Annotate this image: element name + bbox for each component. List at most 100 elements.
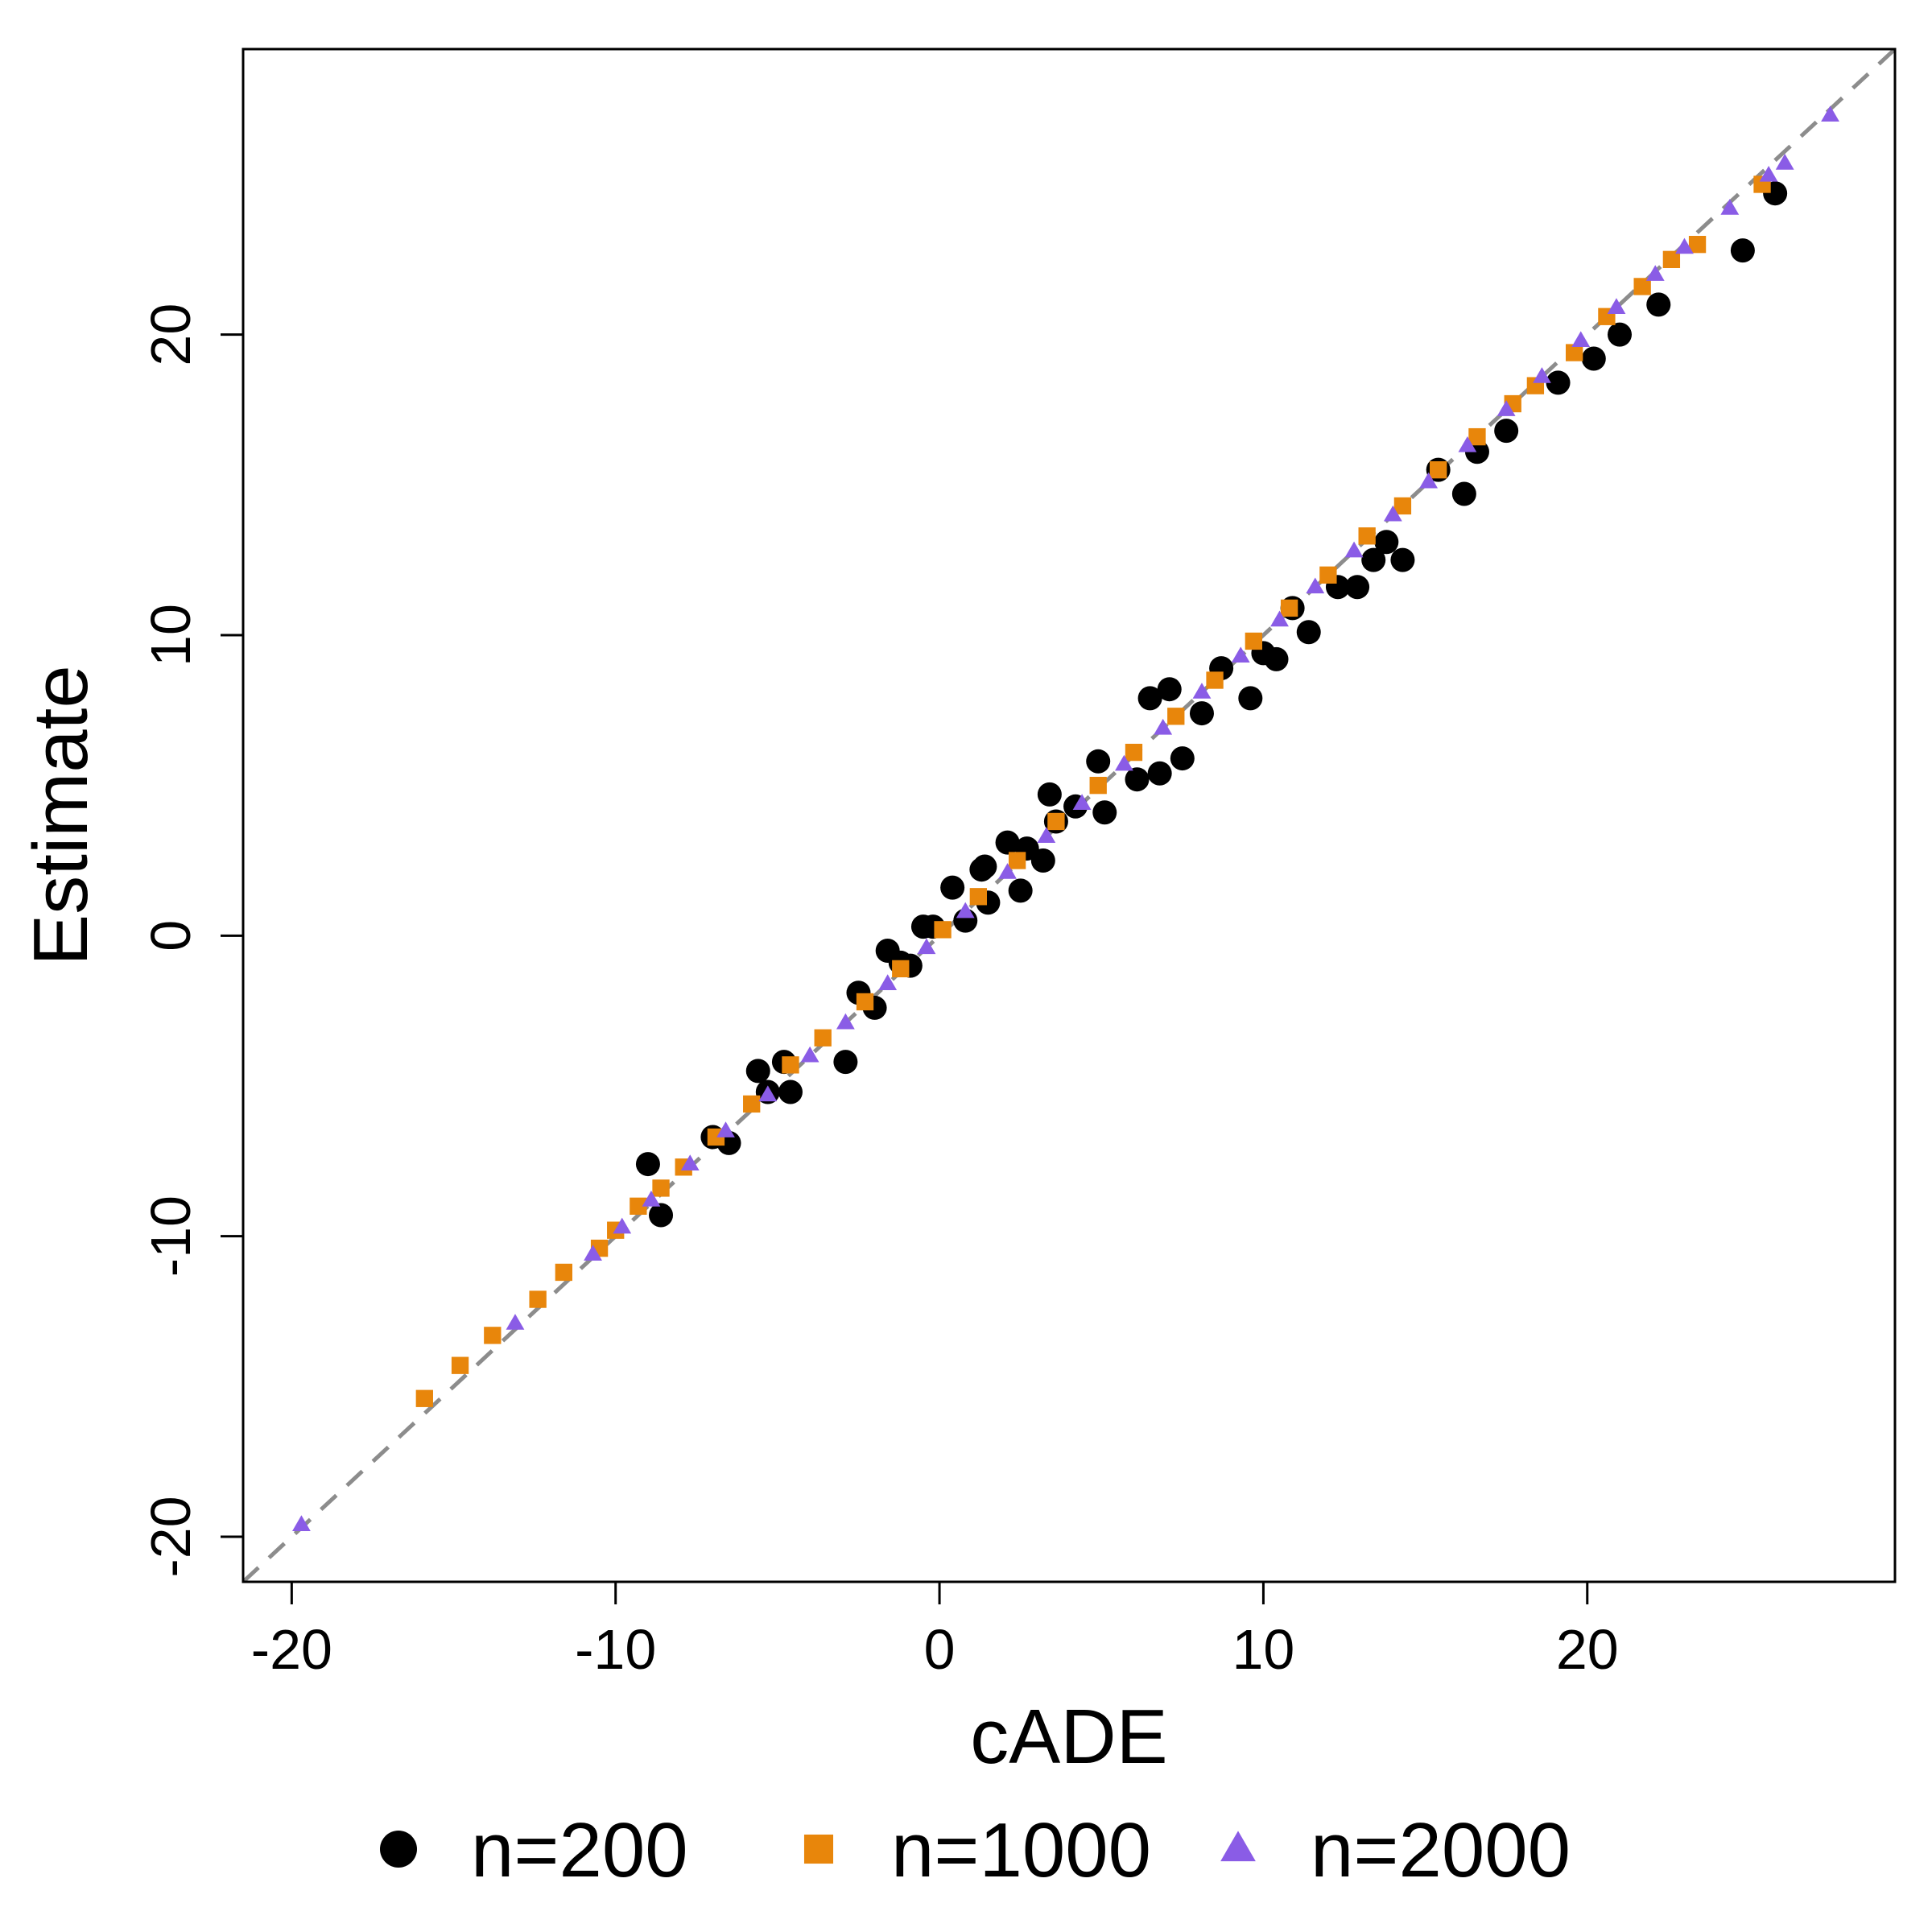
data-point xyxy=(1030,848,1055,873)
data-point xyxy=(652,1179,670,1197)
data-point xyxy=(1458,436,1477,452)
data-point xyxy=(856,993,874,1011)
data-point xyxy=(1451,481,1476,506)
legend-marker xyxy=(380,1831,417,1868)
data-point xyxy=(1633,278,1651,295)
data-point xyxy=(1581,346,1606,371)
data-point xyxy=(1245,632,1263,650)
legend-marker xyxy=(803,1834,834,1864)
y-tick-label: 20 xyxy=(139,303,202,366)
data-point xyxy=(415,1389,433,1407)
data-point xyxy=(1344,541,1364,558)
data-point xyxy=(635,1152,660,1177)
data-point xyxy=(1571,331,1591,348)
data-point xyxy=(529,1290,547,1308)
legend: n=200 n=1000 n=2000 xyxy=(380,1807,1571,1893)
data-point xyxy=(1125,767,1150,792)
data-point xyxy=(892,960,910,978)
data-point xyxy=(584,1245,602,1261)
legend-item-2: n=1000 xyxy=(803,1807,1151,1893)
legend-label: n=2000 xyxy=(1311,1807,1571,1893)
data-point xyxy=(1607,298,1626,314)
x-axis-title: cADE xyxy=(970,1694,1167,1780)
data-point xyxy=(1494,419,1519,444)
data-point xyxy=(940,875,965,900)
data-point xyxy=(972,854,997,879)
data-point xyxy=(1646,292,1671,317)
data-point xyxy=(1092,800,1117,825)
data-point xyxy=(917,938,936,955)
data-point xyxy=(451,1356,469,1374)
data-point xyxy=(758,1085,778,1102)
data-point xyxy=(292,1515,311,1531)
data-point xyxy=(1546,370,1571,395)
data-point xyxy=(555,1263,572,1282)
y-axis: -20 -10 0 10 20 xyxy=(139,303,243,1578)
data-point xyxy=(969,888,988,906)
data-point xyxy=(649,1203,674,1228)
legend-item-1: n=200 xyxy=(380,1807,688,1893)
data-point xyxy=(878,974,898,990)
data-point xyxy=(1358,527,1376,545)
data-point xyxy=(1280,599,1298,617)
series-2 xyxy=(415,175,1771,1407)
data-point xyxy=(1157,677,1182,702)
data-point xyxy=(1430,461,1447,479)
data-point xyxy=(1496,400,1516,416)
data-point xyxy=(1037,782,1062,807)
data-point xyxy=(778,1080,803,1104)
data-point xyxy=(1072,794,1092,810)
data-point xyxy=(642,1191,661,1207)
data-point xyxy=(1675,237,1694,254)
data-point xyxy=(1821,105,1839,122)
data-point xyxy=(1189,701,1214,726)
legend-label: n=1000 xyxy=(891,1807,1151,1893)
data-point xyxy=(1008,878,1033,903)
data-point xyxy=(1730,238,1755,263)
data-point xyxy=(1167,708,1185,725)
data-point xyxy=(506,1314,525,1330)
data-point xyxy=(1306,577,1325,594)
data-point xyxy=(1047,812,1065,831)
data-point xyxy=(1775,154,1794,170)
data-point xyxy=(1296,620,1321,645)
data-point xyxy=(1089,777,1107,795)
data-point xyxy=(1086,749,1111,774)
data-point xyxy=(716,1121,735,1137)
data-point xyxy=(782,1056,799,1074)
data-point xyxy=(1383,505,1402,522)
data-point xyxy=(1206,671,1224,689)
data-point xyxy=(1238,686,1263,711)
legend-label: n=200 xyxy=(471,1807,688,1893)
data-point xyxy=(800,1046,819,1063)
legend-marker xyxy=(1220,1831,1256,1862)
data-point xyxy=(995,830,1020,855)
data-point xyxy=(1115,754,1133,771)
data-point xyxy=(1345,575,1370,600)
data-point xyxy=(1270,610,1289,627)
data-point xyxy=(1419,472,1439,489)
data-point xyxy=(1566,344,1583,361)
legend-item-3: n=2000 xyxy=(1220,1807,1571,1893)
data-point xyxy=(1645,265,1665,281)
data-point xyxy=(613,1217,632,1234)
data-point xyxy=(1154,718,1173,735)
data-point xyxy=(934,921,952,939)
data-point xyxy=(1361,547,1386,572)
y-axis-title: Estimate xyxy=(18,665,104,965)
data-point xyxy=(1608,322,1632,347)
data-point xyxy=(1137,686,1162,711)
data-point xyxy=(833,1050,858,1075)
x-axis: -20 -10 0 10 20 xyxy=(251,1582,1619,1681)
y-tick-label: 10 xyxy=(139,604,202,667)
data-point xyxy=(1147,761,1172,786)
data-point xyxy=(743,1095,761,1113)
x-tick-label: 0 xyxy=(924,1618,956,1681)
data-point xyxy=(1662,250,1681,268)
data-point xyxy=(1037,827,1056,844)
x-tick-label: -20 xyxy=(251,1618,332,1681)
data-point xyxy=(1319,566,1337,584)
data-point xyxy=(1533,367,1551,383)
data-point xyxy=(956,902,975,919)
